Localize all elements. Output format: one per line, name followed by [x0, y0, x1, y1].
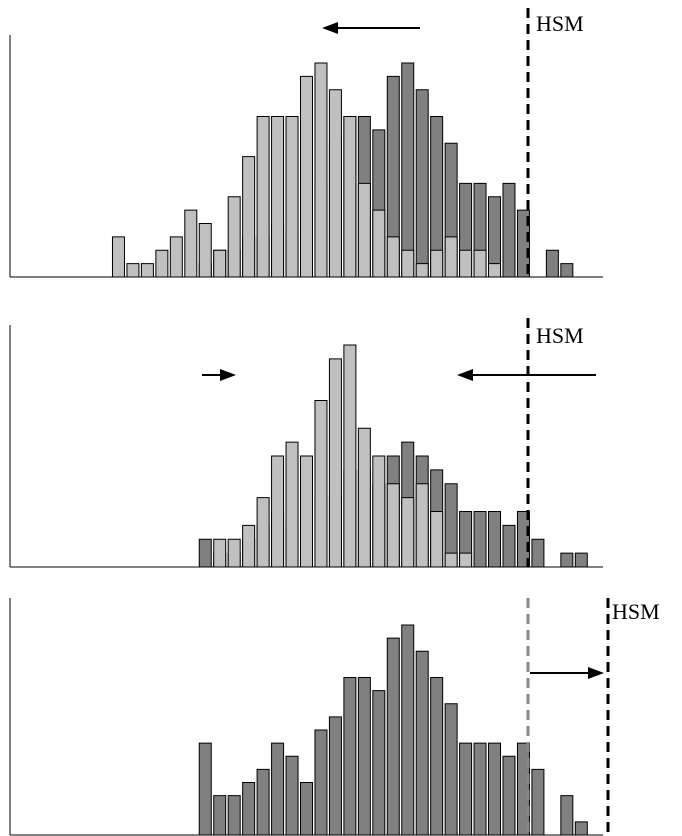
bar: [227, 795, 241, 836]
bar: [213, 249, 227, 278]
bar: [386, 236, 400, 278]
bar: [169, 236, 183, 278]
bar: [372, 690, 386, 836]
bar: [459, 249, 473, 278]
arrow-head: [322, 22, 338, 34]
bar: [430, 249, 444, 278]
arrow-head: [220, 369, 236, 381]
bar: [444, 236, 458, 278]
bar: [184, 209, 198, 278]
bar: [300, 782, 313, 836]
bar: [285, 441, 299, 568]
bar: [430, 511, 444, 568]
bar: [256, 768, 270, 836]
bar: [285, 116, 299, 278]
bar: [242, 524, 256, 568]
bar: [256, 497, 270, 568]
bar: [415, 263, 429, 278]
bar: [531, 538, 545, 568]
bar: [242, 782, 256, 836]
bar: [343, 677, 357, 836]
bar: [328, 716, 342, 836]
bar: [488, 511, 502, 568]
bar: [271, 455, 285, 568]
bar: [242, 156, 256, 278]
bar: [488, 263, 502, 278]
bar: [140, 263, 154, 278]
bar: [271, 742, 285, 836]
bar: [213, 538, 227, 568]
bar: [198, 223, 212, 278]
bar: [574, 552, 588, 568]
bar: [111, 236, 125, 278]
bar: [502, 524, 516, 568]
bar: [488, 742, 502, 836]
bar: [314, 400, 328, 568]
bar: [502, 182, 516, 278]
bar: [401, 624, 415, 836]
bar: [473, 249, 487, 278]
annotation: HSM: [536, 323, 584, 348]
bar: [444, 703, 458, 836]
arrow-head: [457, 369, 473, 381]
bar: [502, 755, 516, 836]
bar: [357, 427, 371, 568]
bar: [300, 455, 313, 568]
bar: [300, 75, 313, 278]
bar: [343, 116, 357, 278]
bar: [328, 358, 342, 568]
bar: [198, 538, 212, 568]
bar: [415, 89, 429, 278]
bar: [401, 497, 415, 568]
bar: [545, 249, 559, 278]
bar: [256, 116, 270, 278]
bar: [372, 455, 386, 568]
bar: [386, 637, 400, 836]
bar: [386, 483, 400, 568]
bar: [401, 249, 415, 278]
bar: [328, 89, 342, 278]
bar: [560, 552, 574, 568]
bar: [372, 209, 386, 278]
bar: [271, 116, 285, 278]
bar: [227, 196, 241, 278]
bar: [574, 821, 588, 836]
bar: [357, 677, 371, 836]
bar: [415, 650, 429, 836]
bar: [401, 62, 415, 278]
bar: [415, 483, 429, 568]
bar: [126, 263, 140, 278]
bar: [459, 552, 473, 568]
bar: [357, 182, 371, 278]
annotation: HSM: [536, 11, 584, 36]
bar: [285, 755, 299, 836]
bar: [473, 742, 487, 836]
bar: [516, 511, 530, 568]
bar: [314, 729, 328, 836]
bar: [560, 263, 574, 278]
bar: [560, 795, 574, 836]
bar: [198, 742, 212, 836]
bar: [213, 795, 227, 836]
bar: [459, 742, 473, 836]
bar: [314, 62, 328, 278]
annotation: HSM: [612, 599, 660, 624]
bar: [343, 344, 357, 568]
bar: [473, 511, 487, 568]
bar: [531, 768, 545, 836]
bar: [430, 677, 444, 836]
bar: [516, 209, 530, 278]
bar: [155, 249, 169, 278]
bar: [516, 742, 530, 836]
bar: [227, 538, 241, 568]
arrow-head: [588, 667, 604, 679]
bar: [444, 552, 458, 568]
